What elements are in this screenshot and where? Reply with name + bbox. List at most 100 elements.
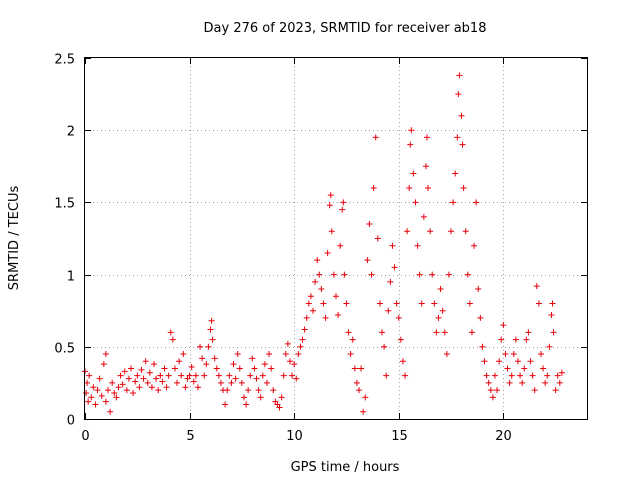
- data-point: [456, 72, 463, 79]
- y-tick-label: 0: [67, 414, 75, 429]
- data-point: [502, 351, 509, 358]
- data-point: [525, 329, 532, 336]
- data-point: [362, 394, 369, 401]
- data-point: [448, 228, 455, 235]
- data-point: [452, 170, 459, 177]
- data-point: [531, 387, 538, 394]
- data-point: [385, 307, 392, 314]
- data-point: [286, 358, 293, 365]
- data-point: [460, 184, 467, 191]
- data-point: [146, 369, 153, 376]
- data-point: [548, 312, 555, 319]
- data-point: [178, 372, 185, 379]
- data-point: [353, 379, 360, 386]
- data-point: [165, 372, 172, 379]
- data-point: [489, 394, 496, 401]
- data-point: [333, 293, 339, 300]
- data-point: [299, 336, 306, 343]
- data-point: [94, 387, 101, 394]
- data-point: [345, 329, 352, 336]
- data-point: [320, 300, 327, 307]
- data-point: [340, 199, 347, 206]
- data-point: [238, 379, 245, 386]
- data-point: [213, 365, 220, 372]
- data-point: [485, 379, 492, 386]
- data-point: [180, 351, 187, 358]
- data-point: [305, 300, 312, 307]
- data-point: [406, 184, 413, 191]
- x-tick-label: 10: [286, 429, 303, 444]
- data-point: [422, 163, 429, 170]
- data-point: [542, 379, 549, 386]
- data-point: [370, 184, 377, 191]
- data-point: [163, 384, 170, 391]
- data-point: [111, 390, 118, 397]
- data-point: [128, 365, 135, 372]
- data-point: [540, 365, 547, 372]
- y-axis-label: SRMTID / TECUs: [7, 186, 22, 291]
- data-point: [297, 343, 304, 350]
- data-points: [82, 72, 565, 415]
- data-point: [132, 378, 139, 385]
- data-point: [316, 271, 323, 278]
- data-point: [366, 221, 373, 228]
- y-tick-label: 1.5: [54, 197, 75, 212]
- data-point: [157, 372, 164, 379]
- data-point: [192, 372, 199, 379]
- data-point: [389, 242, 396, 249]
- x-tick-label: 15: [391, 429, 408, 444]
- data-point: [416, 271, 423, 278]
- data-point: [295, 351, 302, 358]
- data-point: [510, 351, 517, 358]
- data-point: [251, 365, 258, 372]
- data-point: [96, 375, 103, 382]
- y-tick-label: 1: [67, 270, 75, 285]
- data-point: [134, 372, 141, 379]
- data-point: [314, 257, 321, 264]
- data-point: [259, 372, 266, 379]
- data-point: [245, 387, 252, 394]
- data-point: [211, 355, 218, 362]
- data-point: [190, 378, 197, 385]
- data-point: [473, 199, 480, 206]
- data-point: [477, 314, 484, 321]
- data-point: [466, 300, 473, 307]
- data-point: [307, 293, 314, 300]
- data-point: [429, 271, 436, 278]
- data-point: [383, 372, 390, 379]
- data-point: [188, 364, 195, 371]
- data-point: [462, 228, 469, 235]
- data-point: [88, 394, 95, 401]
- data-point: [289, 372, 296, 379]
- data-point: [391, 264, 398, 271]
- data-point: [86, 372, 93, 379]
- data-point: [318, 286, 325, 293]
- data-point: [459, 141, 466, 148]
- data-point: [335, 312, 342, 319]
- data-point: [102, 398, 109, 405]
- data-point: [199, 355, 206, 362]
- data-point: [208, 317, 215, 324]
- data-point: [182, 384, 189, 391]
- data-point: [155, 387, 162, 394]
- data-point: [558, 369, 565, 376]
- data-point: [197, 343, 204, 350]
- data-point: [167, 329, 174, 336]
- data-point: [521, 365, 528, 372]
- data-point: [268, 365, 275, 372]
- data-point: [374, 235, 381, 242]
- data-point: [144, 379, 151, 386]
- data-point: [171, 365, 178, 372]
- y-tick-label: 2: [67, 125, 75, 140]
- data-point: [339, 206, 346, 213]
- data-point: [148, 384, 155, 391]
- data-point: [441, 329, 448, 336]
- data-point: [397, 336, 404, 343]
- data-point: [240, 394, 247, 401]
- data-point: [549, 300, 556, 307]
- data-point: [284, 340, 291, 347]
- data-point: [186, 372, 193, 379]
- data-point: [282, 351, 289, 358]
